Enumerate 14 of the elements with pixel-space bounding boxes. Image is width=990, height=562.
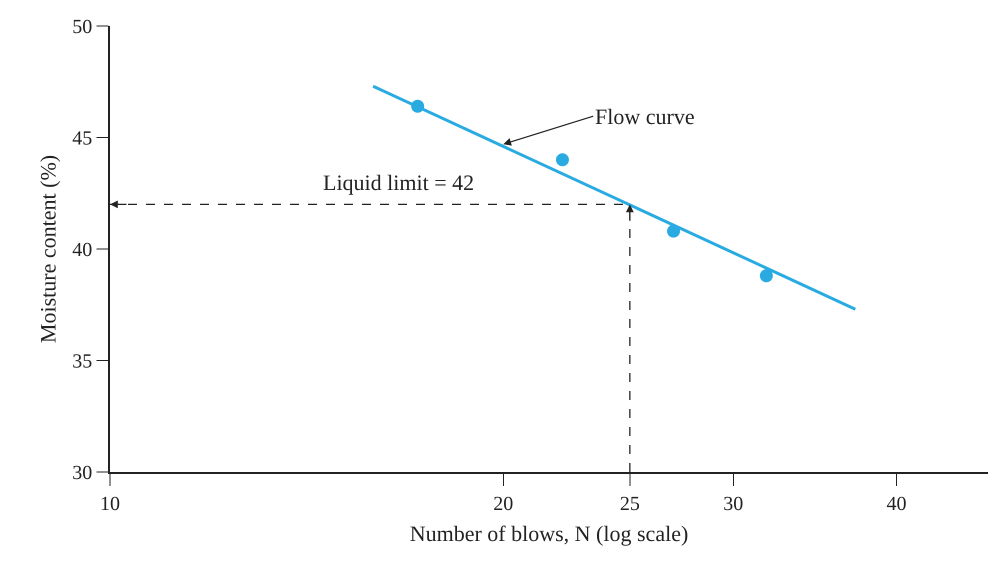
y-tick-label: 30 [72,462,92,484]
x-axis-title: Number of blows, N (log scale) [410,521,688,546]
ref-line-label: Liquid limit = 42 [323,170,474,195]
y-tick-label: 40 [72,239,92,261]
y-tick-label: 50 [72,16,92,38]
x-tick-label: 30 [723,492,744,515]
x-tick-label: 10 [100,492,120,515]
x-tick-label: 40 [886,492,907,515]
y-axis-title: Moisture content (%) [36,154,60,344]
x-tick-label: 20 [493,492,514,515]
x-tick-label: 25 [620,492,640,515]
y-tick-label: 35 [72,350,92,372]
y-tick-label: 45 [72,128,92,150]
annotation: Flow curve [595,104,695,129]
